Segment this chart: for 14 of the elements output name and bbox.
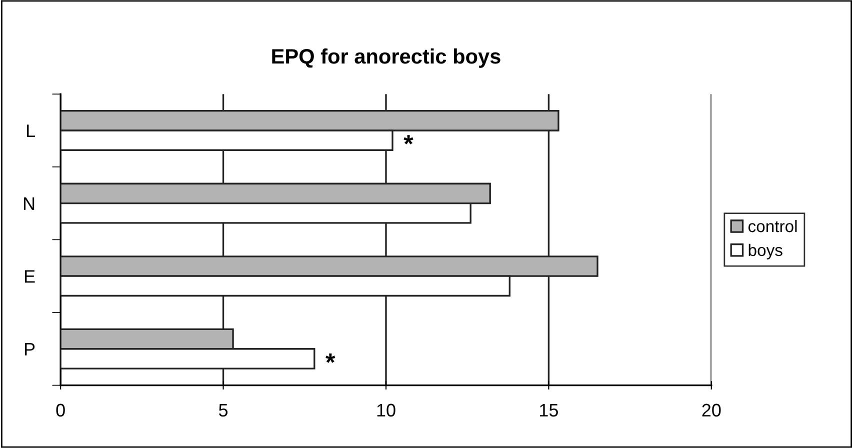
- x-tick-label: 5: [218, 404, 228, 417]
- y-tick-label: L: [27, 124, 35, 138]
- legend-label: control: [748, 220, 797, 232]
- legend-label: boys: [748, 244, 782, 260]
- y-tick-label: N: [24, 197, 34, 210]
- annotation: *: [326, 354, 336, 363]
- y-tick-label: E: [25, 270, 35, 283]
- chart-title: EPQ for anorectic boys: [272, 48, 500, 68]
- x-tick-label: 10: [377, 404, 396, 417]
- x-tick-label: 15: [540, 404, 558, 417]
- x-tick-label: 0: [56, 404, 65, 417]
- x-tick-label: 20: [702, 404, 721, 417]
- y-tick-label: P: [25, 343, 35, 356]
- annotation: *: [404, 135, 414, 144]
